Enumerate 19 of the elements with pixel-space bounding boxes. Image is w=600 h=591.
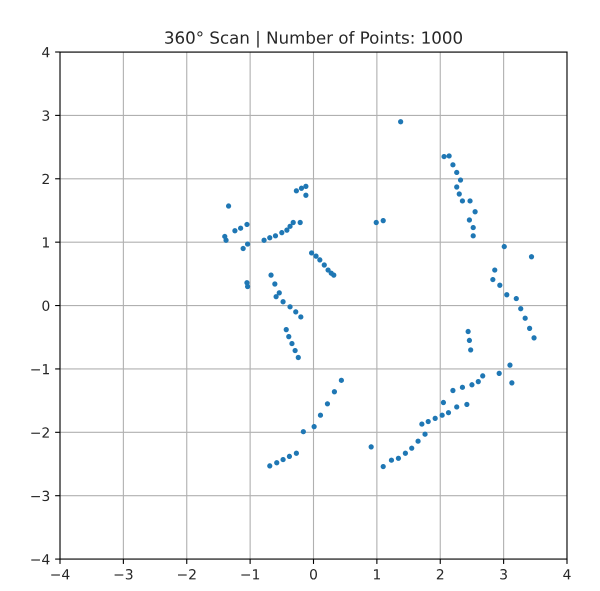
y-tick-label: 2 — [42, 174, 49, 184]
y-tick-label: 3 — [42, 110, 50, 121]
x-tick-label: 0 — [310, 569, 317, 580]
y-tick-label: 4 — [42, 47, 50, 58]
x-tick-label: 1 — [374, 569, 380, 580]
y-tick-label: 1 — [42, 237, 49, 248]
y-tick-label: −2 — [31, 427, 49, 438]
x-tick-label: 3 — [500, 569, 507, 580]
x-tick-label: −1 — [241, 569, 260, 580]
x-tick-label: 2 — [436, 569, 444, 580]
x-tick-label: −4 — [51, 569, 70, 580]
y-tick-label: −1 — [31, 364, 49, 374]
x-tick-label: −3 — [114, 569, 132, 580]
x-tick-label: −2 — [178, 569, 196, 580]
y-tick-label: 0 — [42, 300, 50, 312]
chart-title: 360° Scan | Number of Points: 1000 — [165, 30, 462, 48]
y-tick-label: −4 — [31, 554, 50, 564]
y-tick-label: −3 — [31, 490, 50, 502]
x-tick-label: 4 — [563, 569, 571, 580]
